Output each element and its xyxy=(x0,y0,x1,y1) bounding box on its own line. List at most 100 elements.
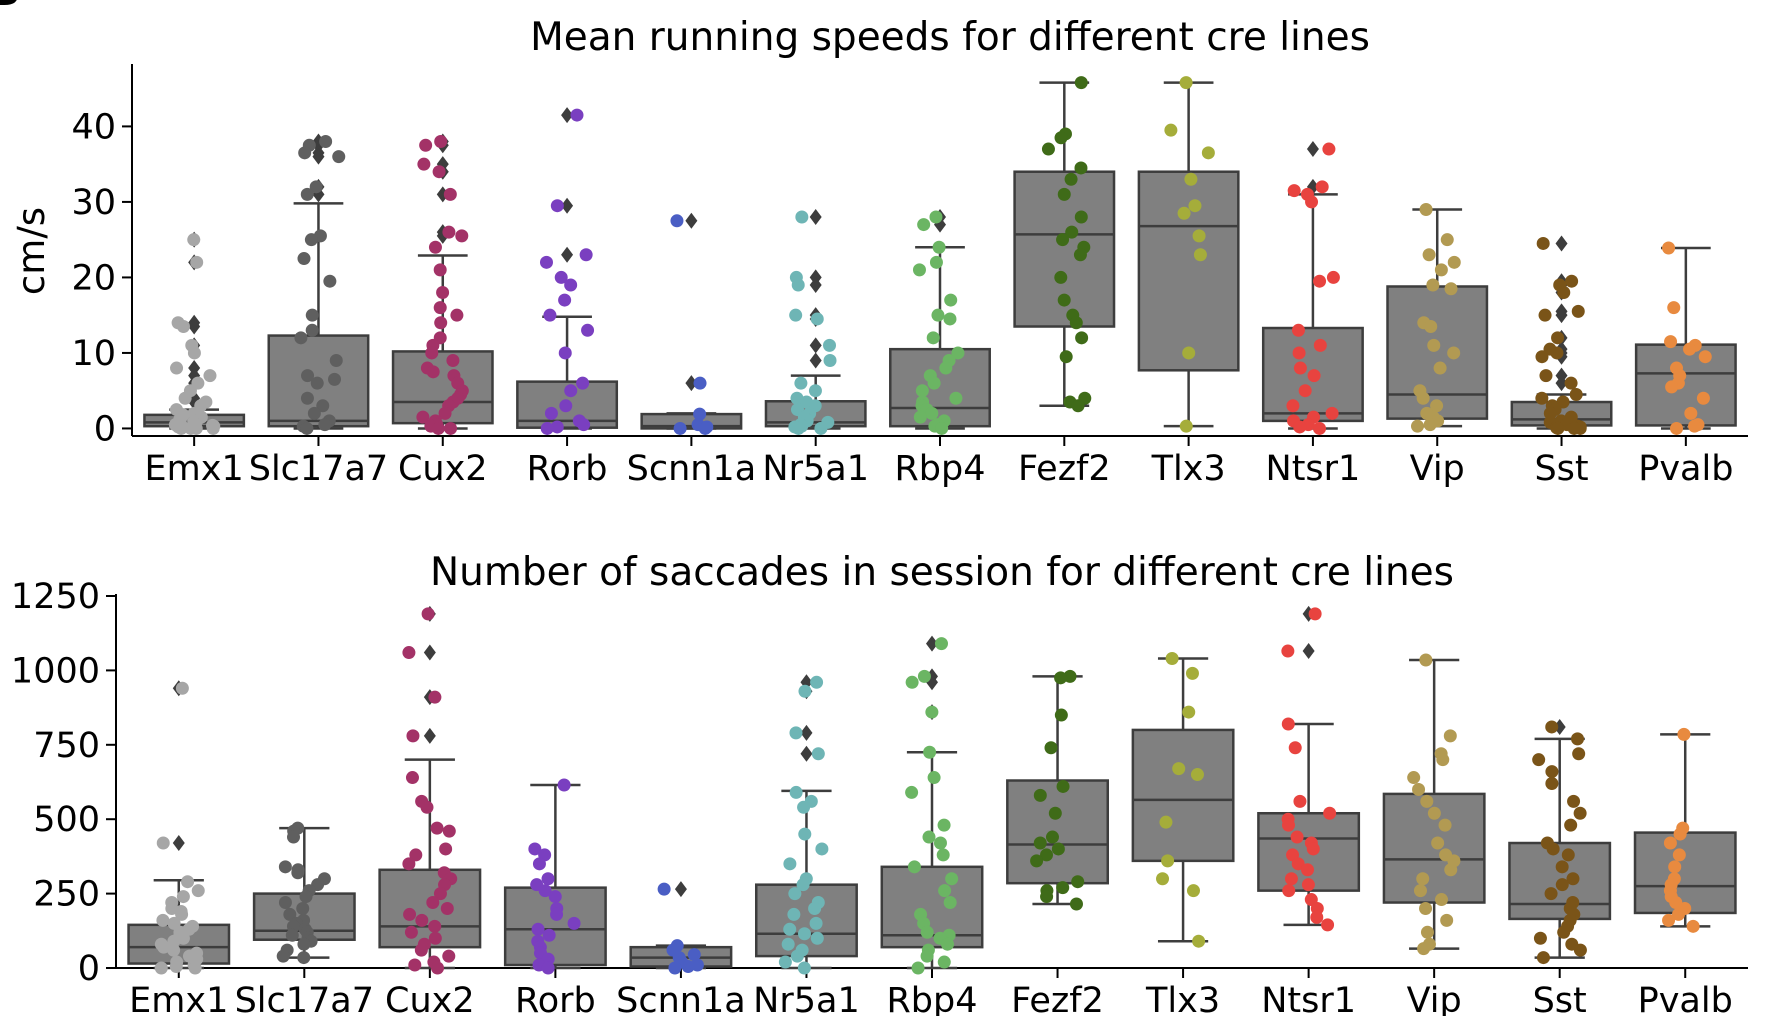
chart1-point-vip xyxy=(1447,255,1461,269)
chart1-point-fezf2 xyxy=(1041,142,1055,156)
chart1-point-cux2 xyxy=(425,346,439,360)
chart2-x-tick-label-scnn1a: Scnn1a xyxy=(616,981,746,1016)
chart1-flier-scnn1a xyxy=(685,375,698,392)
chart1-point-pvalb xyxy=(1688,419,1702,433)
chart1-y-tick-label: 40 xyxy=(71,107,116,147)
chart2-flier-nr5a1 xyxy=(800,745,813,762)
chart2-point-pvalb xyxy=(1686,919,1700,933)
chart2-point-vip xyxy=(1438,818,1452,832)
chart1-point-cux2 xyxy=(436,286,450,300)
chart1-point-slc17a7 xyxy=(305,323,319,337)
chart1-x-tick-label-rbp4: Rbp4 xyxy=(894,449,985,489)
chart1-point-fezf2 xyxy=(1074,161,1088,175)
chart2-point-sst xyxy=(1533,931,1547,945)
chart2-point-fezf2 xyxy=(1033,788,1047,802)
chart2-box-nr5a1 xyxy=(754,883,858,958)
chart1-point-ntsr1 xyxy=(1307,369,1321,383)
chart2-point-rbp4 xyxy=(905,785,919,799)
chart1-point-slc17a7 xyxy=(305,308,319,322)
chart2-point-ntsr1 xyxy=(1301,878,1315,892)
chart2-x-tick-label-fezf2: Fezf2 xyxy=(1011,981,1104,1016)
chart2-point-scnn1a xyxy=(687,948,701,962)
chart2-point-sst xyxy=(1561,848,1575,862)
chart1-point-vip xyxy=(1427,338,1441,352)
chart2-point-sst xyxy=(1545,776,1559,790)
chart2-point-cux2 xyxy=(428,919,442,933)
chart1-point-scnn1a xyxy=(693,376,707,390)
chart1-point-scnn1a xyxy=(673,421,687,435)
chart2-point-vip xyxy=(1444,863,1458,877)
chart2-point-emx1 xyxy=(169,960,183,974)
chart2-x-tick-label-tlx3: Tlx3 xyxy=(1145,981,1220,1016)
chart1-point-sst xyxy=(1536,236,1550,250)
chart1-point-fezf2 xyxy=(1074,210,1088,224)
chart1-point-tlx3 xyxy=(1192,229,1206,243)
chart1-point-nr5a1 xyxy=(823,353,837,367)
chart2-flier-rbp4 xyxy=(926,635,938,652)
chart2-box-pvalb xyxy=(1633,831,1737,915)
chart2-point-nr5a1 xyxy=(778,955,792,969)
chart1-point-fezf2 xyxy=(1064,172,1078,186)
chart2-point-rorb xyxy=(541,961,555,975)
chart2-point-vip xyxy=(1407,771,1421,785)
chart2-point-fezf2 xyxy=(1040,848,1054,862)
chart1-point-cux2 xyxy=(434,135,448,149)
chart2-point-ntsr1 xyxy=(1291,857,1305,871)
chart2-point-emx1 xyxy=(191,884,205,898)
chart1-point-pvalb xyxy=(1696,391,1710,405)
chart2-point-emx1 xyxy=(188,961,202,975)
chart2-point-nr5a1 xyxy=(783,857,797,871)
chart2-point-vip xyxy=(1416,872,1430,886)
chart1-point-fezf2 xyxy=(1073,248,1087,262)
chart2-flier-scnn1a xyxy=(674,881,687,898)
chart2-point-vip xyxy=(1413,884,1427,898)
chart1-point-cux2 xyxy=(434,316,448,330)
chart1-point-nr5a1 xyxy=(791,421,805,435)
chart1-point-cux2 xyxy=(426,365,440,379)
chart2-point-vip xyxy=(1412,782,1426,796)
chart1-point-sst xyxy=(1538,308,1552,322)
chart2-point-sst xyxy=(1544,887,1558,901)
chart2-point-emx1 xyxy=(175,681,189,695)
chart2-point-slc17a7 xyxy=(278,860,292,874)
chart1-point-rorb xyxy=(558,293,572,307)
chart1-point-pvalb xyxy=(1684,406,1698,420)
chart1-point-ntsr1 xyxy=(1313,421,1327,435)
chart2-point-fezf2 xyxy=(1054,671,1068,685)
chart1-point-vip xyxy=(1434,263,1448,277)
chart1-point-vip xyxy=(1424,320,1438,334)
chart1-point-slc17a7 xyxy=(318,418,332,432)
chart2-point-vip xyxy=(1434,893,1448,907)
chart1-point-cux2 xyxy=(428,240,442,254)
chart1-point-tlx3 xyxy=(1179,419,1193,433)
chart2-point-sst xyxy=(1545,765,1559,779)
chart2-point-ntsr1 xyxy=(1281,644,1295,658)
chart1-point-slc17a7 xyxy=(304,233,318,247)
chart2-point-vip xyxy=(1419,653,1433,667)
chart2-point-nr5a1 xyxy=(797,927,811,941)
chart1-point-sst xyxy=(1535,350,1549,364)
panel-label: B xyxy=(0,0,21,16)
chart1-point-scnn1a xyxy=(693,407,707,421)
chart2-point-rbp4 xyxy=(933,836,947,850)
chart1-point-sst xyxy=(1543,406,1557,420)
chart1-point-fezf2 xyxy=(1056,233,1070,247)
chart2-point-nr5a1 xyxy=(809,916,823,930)
chart2-point-rbp4 xyxy=(911,961,925,975)
chart2-point-tlx3 xyxy=(1185,666,1199,680)
chart1-point-vip xyxy=(1447,346,1461,360)
chart2-point-slc17a7 xyxy=(286,830,300,844)
chart1-point-vip xyxy=(1444,282,1458,296)
chart1-point-emx1 xyxy=(190,255,204,269)
chart2-point-ntsr1 xyxy=(1310,910,1324,924)
chart1-point-slc17a7 xyxy=(294,331,308,345)
chart2-point-emx1 xyxy=(157,940,171,954)
chart2-point-fezf2 xyxy=(1044,741,1058,755)
chart1-point-slc17a7 xyxy=(328,372,342,386)
chart1-y-tick-label: 30 xyxy=(71,183,116,223)
chart1-point-slc17a7 xyxy=(309,180,323,194)
chart1-flier-rorb xyxy=(561,246,574,263)
chart1-box-scnn1a xyxy=(640,412,743,430)
chart2-point-tlx3 xyxy=(1156,872,1170,886)
chart1-point-fezf2 xyxy=(1071,399,1085,413)
